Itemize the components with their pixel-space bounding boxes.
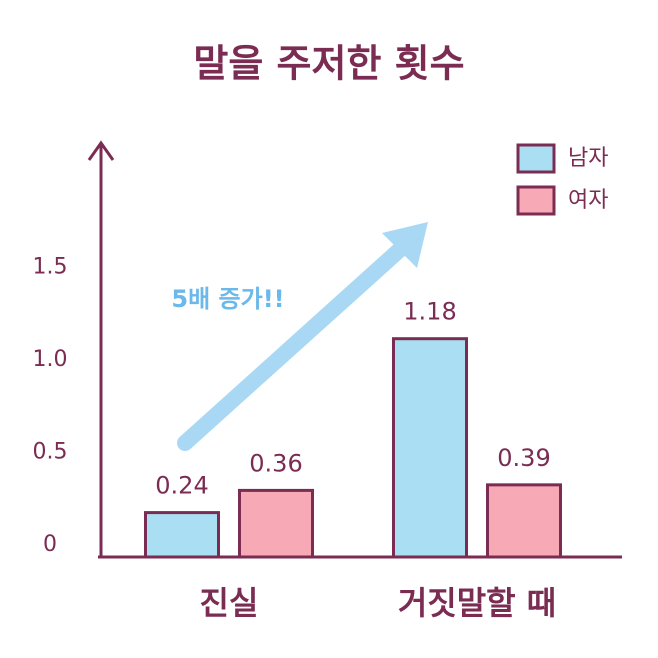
legend-swatch [516, 185, 556, 216]
chart-title: 말을 주저한 횟수 [193, 42, 464, 86]
bar [486, 483, 562, 559]
annotation-arrow [177, 237, 413, 451]
bar [144, 511, 220, 559]
legend-label: 남자 [568, 146, 608, 171]
y-tick-label: 1.0 [33, 347, 68, 372]
x-tick-label: 거짓말할 때 [398, 584, 556, 622]
legend-label: 여자 [568, 188, 608, 213]
value-label: 0.24 [155, 472, 208, 500]
bar [238, 488, 314, 559]
annotation-arrow-head [382, 222, 428, 268]
value-label: 0.39 [497, 444, 550, 472]
y-tick-label: 0 [43, 532, 57, 557]
value-label: 1.18 [403, 298, 456, 326]
legend-swatch [516, 143, 556, 174]
x-tick-label: 진실 [200, 584, 259, 622]
annotation: 5배 증가!! [171, 285, 284, 313]
y-axis-arrow [87, 140, 115, 161]
y-tick-label: 1.5 [33, 255, 68, 280]
y-tick-label: 0.5 [33, 440, 68, 465]
bar [392, 337, 468, 559]
value-label: 0.36 [249, 449, 302, 477]
